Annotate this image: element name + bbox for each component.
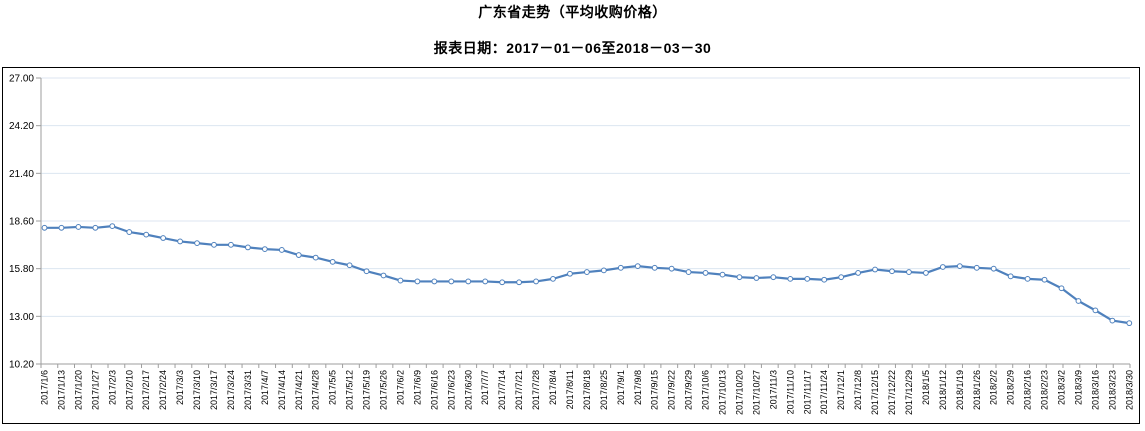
chart-title: 广东省走势（平均收购价格） [478,4,667,20]
chart-subtitle: 报表日期：2017－01－06至2018－03－30 [433,40,712,56]
chart-frame [2,67,1140,424]
